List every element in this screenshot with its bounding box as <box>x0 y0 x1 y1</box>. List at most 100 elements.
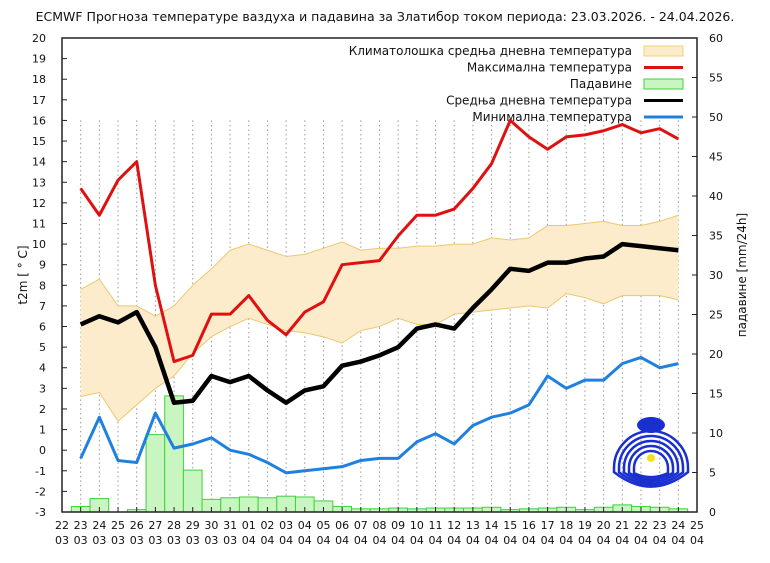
y2-tick-label: 15 <box>709 388 723 401</box>
x-tick-month: 04 <box>466 534 480 547</box>
x-tick-day: 22 <box>634 519 648 532</box>
x-tick-day: 24 <box>92 519 106 532</box>
x-tick-day: 05 <box>316 519 330 532</box>
y-tick-label: 1 <box>39 424 46 437</box>
y2-tick-label: 20 <box>709 348 723 361</box>
x-tick-month: 04 <box>391 534 405 547</box>
legend-swatch <box>643 45 684 57</box>
x-tick-month: 03 <box>74 534 88 547</box>
x-tick-day: 28 <box>167 519 181 532</box>
x-tick-month: 04 <box>671 534 685 547</box>
x-tick-day: 17 <box>541 519 555 532</box>
x-tick-day: 08 <box>373 519 387 532</box>
x-tick-month: 04 <box>260 534 274 547</box>
x-tick-day: 13 <box>466 519 480 532</box>
y-tick-label: -3 <box>35 506 46 519</box>
y2-tick-label: 0 <box>709 506 716 519</box>
x-tick-month: 04 <box>503 534 517 547</box>
max-temp-line <box>79 118 680 364</box>
x-tick-month: 04 <box>429 534 443 547</box>
x-tick-month: 04 <box>615 534 629 547</box>
x-tick-month: 03 <box>55 534 69 547</box>
x-tick-month: 04 <box>316 534 330 547</box>
x-tick-day: 15 <box>503 519 517 532</box>
x-tick-day: 31 <box>223 519 237 532</box>
y-tick-label: -2 <box>35 485 46 498</box>
x-tick-day: 22 <box>55 519 69 532</box>
x-tick-day: 19 <box>578 519 592 532</box>
x-tick-day: 24 <box>671 519 685 532</box>
y-axis-label: t2m [ ° C] <box>16 245 30 304</box>
x-tick-month: 03 <box>186 534 200 547</box>
x-tick-day: 01 <box>242 519 256 532</box>
y2-tick-label: 5 <box>709 467 716 480</box>
x-tick-day: 10 <box>410 519 424 532</box>
y2-tick-label: 50 <box>709 111 723 124</box>
legend-label: Климатолошка средња дневна температура <box>349 44 632 58</box>
x-tick-month: 04 <box>485 534 499 547</box>
x-tick-month: 03 <box>167 534 181 547</box>
legend-label: Минимална температура <box>472 110 632 124</box>
y-tick-label: 13 <box>32 176 46 189</box>
precip-bar <box>145 434 166 513</box>
y-tick-label: 19 <box>32 53 46 66</box>
x-tick-day: 11 <box>429 519 443 532</box>
x-tick-day: 20 <box>597 519 611 532</box>
y-tick-label: 14 <box>32 156 46 169</box>
x-tick-month: 04 <box>541 534 555 547</box>
legend-label: Падавине <box>570 77 632 91</box>
x-tick-month: 04 <box>354 534 368 547</box>
x-tick-day: 23 <box>74 519 88 532</box>
y-tick-label: 3 <box>39 382 46 395</box>
legend-swatch <box>643 78 684 90</box>
precip-bar <box>164 395 184 513</box>
y2-axis-label: падавине [mm/24h] <box>735 213 749 337</box>
y2-tick-label: 60 <box>709 32 723 45</box>
x-tick-month: 04 <box>298 534 312 547</box>
x-tick-day: 03 <box>279 519 293 532</box>
y2-tick-label: 10 <box>709 427 723 440</box>
x-tick-month: 03 <box>92 534 106 547</box>
y-tick-label: 2 <box>39 403 46 416</box>
x-tick-month: 04 <box>279 534 293 547</box>
x-tick-month: 04 <box>410 534 424 547</box>
x-tick-day: 27 <box>148 519 162 532</box>
y-tick-label: 4 <box>39 362 46 375</box>
x-tick-month: 04 <box>447 534 461 547</box>
climatology-band <box>80 215 679 422</box>
x-tick-month: 03 <box>130 534 144 547</box>
y-tick-label: 8 <box>39 279 46 292</box>
x-tick-day: 26 <box>130 519 144 532</box>
y-tick-label: 10 <box>32 238 46 251</box>
x-tick-day: 12 <box>447 519 461 532</box>
x-tick-day: 21 <box>615 519 629 532</box>
y-tick-label: -1 <box>35 465 46 478</box>
y-tick-label: 11 <box>32 217 46 230</box>
climatology-upper-line <box>80 214 679 317</box>
y-tick-label: 9 <box>39 259 46 272</box>
x-tick-month: 04 <box>690 534 704 547</box>
x-tick-month: 03 <box>223 534 237 547</box>
x-tick-month: 03 <box>148 534 162 547</box>
y-tick-label: 0 <box>39 444 46 457</box>
x-tick-month: 04 <box>335 534 349 547</box>
x-tick-day: 09 <box>391 519 405 532</box>
precip-bar <box>182 469 203 513</box>
x-tick-day: 04 <box>298 519 312 532</box>
y-tick-label: 7 <box>39 300 46 313</box>
x-tick-month: 04 <box>242 534 256 547</box>
x-tick-day: 23 <box>653 519 667 532</box>
x-tick-month: 03 <box>111 534 125 547</box>
y-tick-label: 5 <box>39 341 46 354</box>
x-tick-day: 02 <box>260 519 274 532</box>
mean-temp-line <box>79 241 679 406</box>
x-tick-month: 04 <box>373 534 387 547</box>
y2-tick-label: 30 <box>709 269 723 282</box>
y2-tick-label: 55 <box>709 72 723 85</box>
y2-tick-label: 35 <box>709 230 723 243</box>
y-tick-label: 15 <box>32 135 46 148</box>
x-tick-month: 04 <box>578 534 592 547</box>
climatology-lower-line <box>80 293 679 422</box>
legend-label: Максимална температура <box>467 61 632 75</box>
